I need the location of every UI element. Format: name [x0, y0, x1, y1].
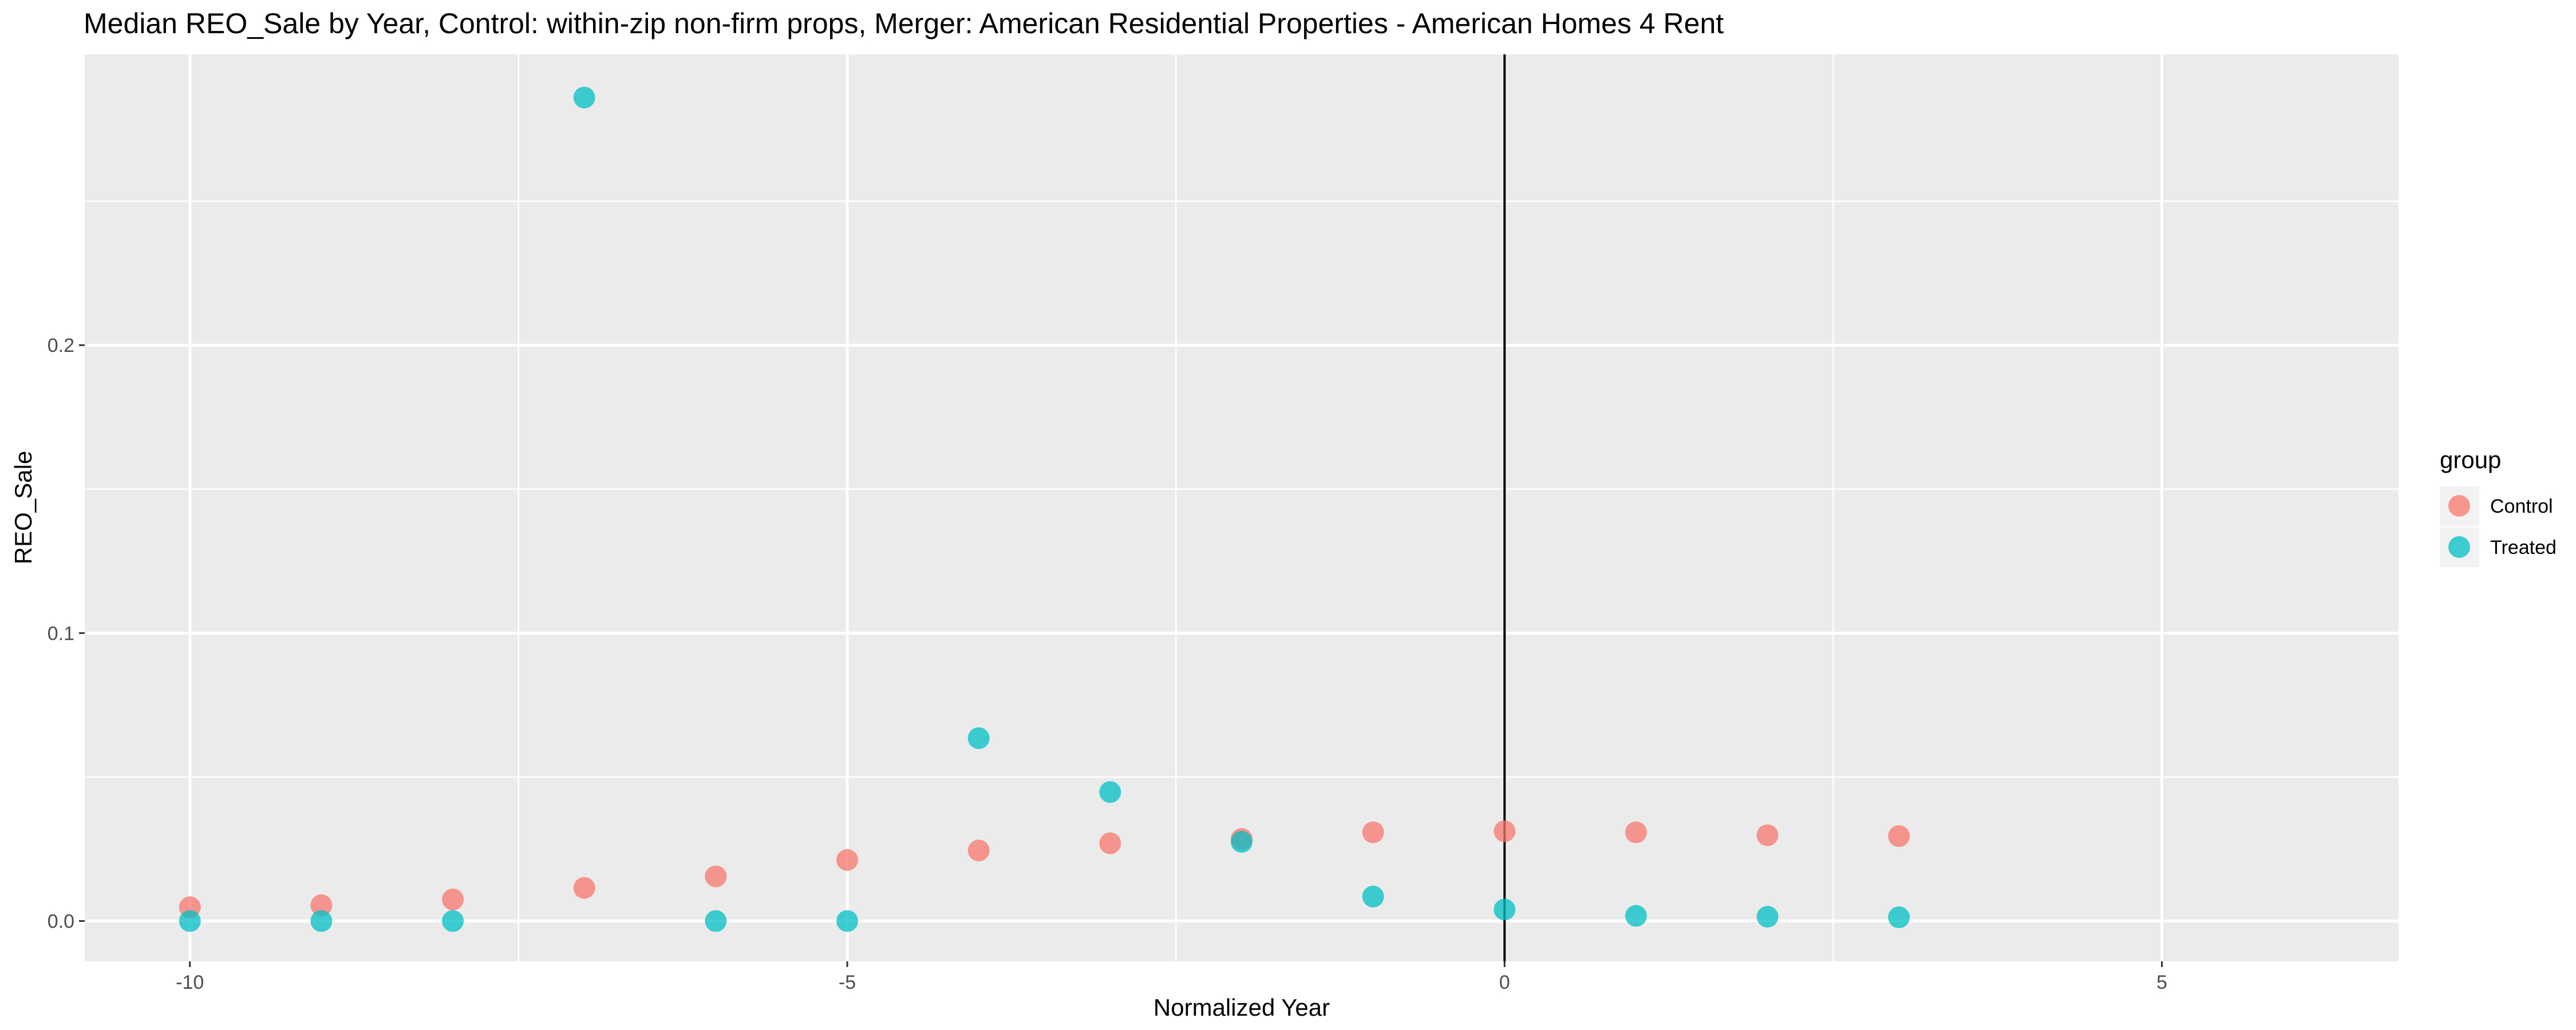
- legend-key-treated: [2448, 536, 2470, 558]
- point-control: [310, 894, 333, 916]
- x-axis-title: Normalized Year: [1153, 994, 1330, 1021]
- point-control: [442, 888, 464, 910]
- y-tick-label: 0.2: [48, 335, 74, 356]
- point-treated: [836, 910, 859, 932]
- point-control: [1494, 820, 1516, 842]
- point-control: [1625, 821, 1647, 843]
- legend-label-treated: Treated: [2490, 537, 2557, 558]
- x-tick-label: -5: [839, 972, 856, 993]
- x-tick-label: -10: [176, 972, 204, 993]
- chart-title: Median REO_Sale by Year, Control: within…: [84, 7, 1724, 39]
- point-control: [1099, 832, 1121, 854]
- axes: -10 -5 0 5 0.0 0.1 0.2: [48, 335, 2167, 993]
- point-treated: [442, 910, 464, 932]
- data-points: [179, 86, 1910, 932]
- point-control: [1756, 824, 1779, 846]
- point-control: [1362, 821, 1384, 843]
- point-treated: [1625, 905, 1647, 927]
- point-treated: [179, 910, 201, 932]
- point-treated: [1494, 898, 1516, 921]
- point-treated: [1756, 906, 1779, 928]
- point-control: [967, 839, 990, 862]
- y-axis-title: REO_Sale: [10, 451, 37, 564]
- point-treated: [1888, 906, 1910, 929]
- point-control: [1888, 825, 1910, 847]
- legend-label-control: Control: [2490, 496, 2553, 517]
- x-tick-label: 0: [1499, 972, 1510, 993]
- point-treated: [1099, 781, 1121, 803]
- plot-panel: [85, 54, 2399, 961]
- point-treated: [1362, 885, 1384, 908]
- x-tick-label: 5: [2156, 972, 2167, 993]
- point-control: [573, 877, 595, 899]
- y-tick-label: 0.0: [48, 911, 74, 933]
- point-control: [836, 849, 859, 871]
- point-treated: [573, 86, 595, 109]
- y-tick-label: 0.1: [48, 623, 74, 644]
- point-control: [705, 865, 727, 888]
- point-treated: [310, 910, 333, 932]
- point-treated: [967, 727, 990, 750]
- point-treated: [705, 910, 727, 932]
- legend-title: group: [2440, 446, 2501, 473]
- legend: group Control Treated: [2440, 446, 2557, 567]
- legend-key-control: [2448, 495, 2470, 517]
- minor-gridlines: [85, 54, 2399, 961]
- point-treated: [1231, 831, 1253, 853]
